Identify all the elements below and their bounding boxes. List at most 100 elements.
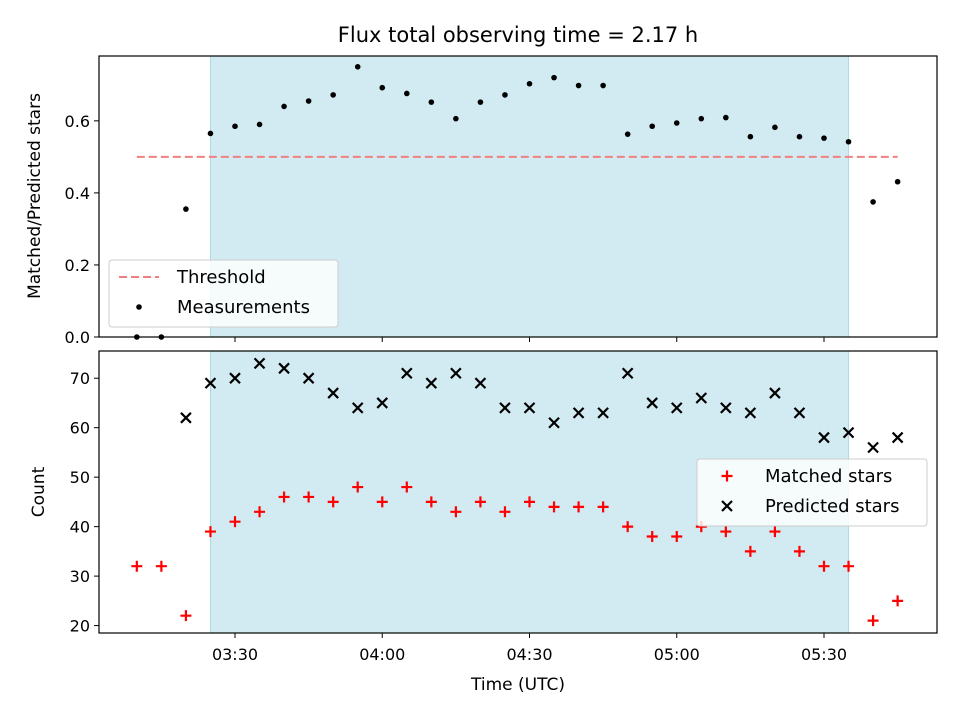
data-point: [425, 377, 438, 389]
legend-label: Matched stars: [765, 466, 892, 487]
legend-label: Predicted stars: [765, 496, 899, 517]
data-point: [502, 92, 508, 98]
axes-frame: [98, 350, 938, 634]
bottom-panel: 20 30 40 50 60 70 03:30 04:00 04:30 05:00 05:30 Mat…: [70, 350, 938, 664]
data-point: [524, 496, 535, 508]
data-point: [793, 407, 806, 419]
legend-swatch: [721, 470, 733, 482]
data-point: [673, 120, 680, 126]
data-point: [695, 392, 708, 404]
data-point: [453, 115, 459, 122]
data-point: [204, 526, 216, 538]
data-point: [843, 560, 855, 572]
data-point: [499, 402, 511, 414]
data-point: [278, 362, 290, 375]
data-point: [572, 407, 585, 419]
y-tick-label: 0.4: [65, 184, 90, 203]
data-point: [624, 131, 631, 137]
x-axis-label: Time (UTC): [470, 675, 565, 695]
series-matched-stars: [131, 481, 904, 627]
data-point: [477, 99, 484, 105]
data-point: [131, 560, 143, 572]
data-point: [155, 560, 167, 572]
x-tick-label: 03:30: [212, 645, 258, 664]
data-point: [403, 90, 410, 97]
x-tick-label: 05:00: [654, 645, 700, 664]
y-tick-label: 40: [70, 518, 90, 537]
data-point: [474, 377, 487, 389]
data-point: [180, 610, 192, 622]
data-point: [256, 121, 263, 128]
y-tick-label: 50: [70, 468, 90, 487]
data-point: [330, 92, 336, 98]
data-point: [646, 531, 658, 543]
legend-box: [696, 458, 928, 527]
data-point: [376, 496, 388, 508]
data-point: [254, 506, 266, 518]
x-tick-label: 04:00: [359, 645, 405, 664]
data-point: [548, 501, 560, 513]
data-point: [600, 82, 606, 89]
data-point: [351, 402, 364, 414]
data-point: [744, 407, 757, 419]
series-predicted-stars: [180, 357, 904, 454]
data-point: [597, 407, 609, 419]
data-point: [526, 80, 533, 87]
data-point: [229, 516, 241, 528]
data-point: [183, 206, 189, 212]
data-point: [401, 481, 413, 493]
data-point: [870, 199, 876, 205]
data-point: [671, 531, 683, 543]
y-tick-label: 0.0: [65, 328, 90, 347]
legend-label: Threshold: [176, 267, 266, 288]
data-point: [575, 82, 582, 89]
data-point: [278, 491, 290, 503]
data-point: [723, 114, 729, 121]
data-point: [548, 416, 560, 429]
data-point: [327, 496, 339, 508]
data-point: [769, 387, 781, 399]
data-point: [769, 526, 781, 538]
data-point: [232, 123, 238, 130]
data-point: [821, 135, 827, 141]
y-tick-label: 20: [70, 617, 90, 636]
data-point: [747, 133, 754, 140]
legend-swatch: [721, 500, 733, 512]
y-axis-label-bottom: Count: [29, 466, 49, 517]
data-point: [305, 98, 312, 104]
data-point: [793, 545, 805, 557]
data-point: [523, 402, 536, 414]
y-tick-label: 70: [70, 369, 90, 388]
data-point: [818, 560, 830, 572]
data-point: [376, 397, 389, 409]
y-tick-label: 0.2: [65, 256, 90, 275]
y-tick-label: 60: [70, 419, 90, 438]
x-tick-label: 04:30: [506, 645, 552, 664]
data-point: [499, 506, 511, 518]
x-tick-label: 05:30: [801, 645, 847, 664]
data-point: [670, 402, 683, 414]
data-point: [302, 372, 315, 384]
data-point: [303, 491, 315, 503]
data-point: [894, 178, 901, 185]
data-point: [180, 412, 192, 424]
y-tick-label: 30: [70, 567, 90, 586]
data-point: [352, 481, 364, 493]
data-point: [867, 615, 879, 627]
data-point: [744, 545, 756, 557]
data-point: [698, 115, 705, 122]
data-point: [551, 74, 557, 81]
axes-frame: [98, 55, 938, 338]
data-point: [354, 64, 361, 70]
data-point: [720, 402, 732, 414]
data-point: [772, 124, 778, 131]
data-point: [649, 123, 656, 130]
data-point: [842, 426, 855, 439]
data-point: [281, 103, 287, 110]
data-point: [892, 595, 904, 607]
data-point: [428, 99, 435, 105]
data-point: [474, 496, 486, 508]
data-point: [622, 521, 634, 533]
top-panel: 0.0 0.2 0.4 0.6 Threshold Measurements: [65, 55, 938, 347]
